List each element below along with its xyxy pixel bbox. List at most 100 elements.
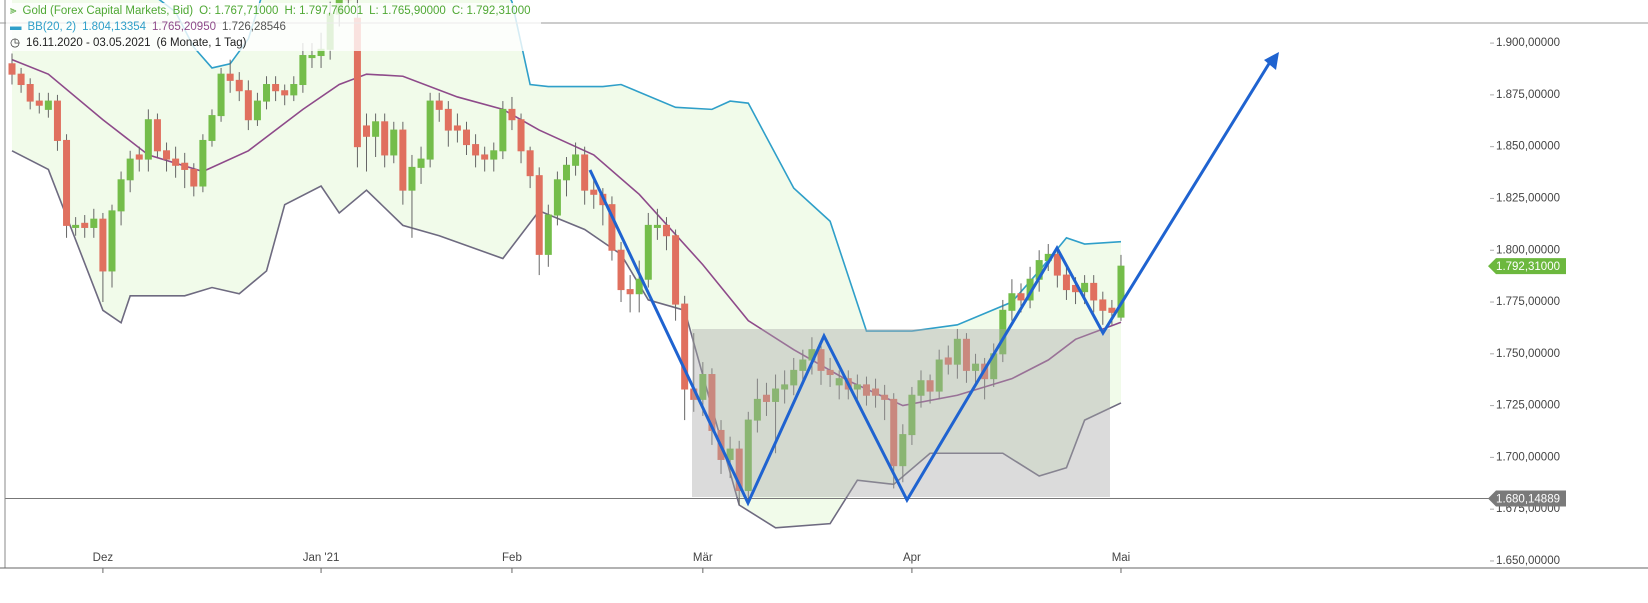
y-tick-label: 1.750,00000 <box>1496 348 1560 360</box>
x-tick-label: Dez <box>93 552 114 564</box>
upper-band: 1.804,13354 <box>82 21 147 33</box>
y-tick-label: 1.850,00000 <box>1496 141 1560 153</box>
candle-body <box>1008 293 1016 311</box>
candle-body <box>953 338 961 365</box>
candle-body <box>444 108 452 131</box>
candle-body <box>744 419 752 492</box>
pattern-line <box>588 61 1272 507</box>
candle-body <box>799 359 807 371</box>
level-tag-label: 1.680,14889 <box>1496 494 1560 506</box>
candle-body <box>1081 282 1089 293</box>
candle-body <box>381 121 389 156</box>
candle-body <box>653 224 661 228</box>
candle-body <box>244 90 252 121</box>
candle-body <box>562 164 570 181</box>
candle-body <box>263 84 271 102</box>
drawings <box>588 52 1279 507</box>
last-price-tag <box>1488 258 1566 275</box>
candle-body <box>890 398 898 467</box>
candle-body <box>1108 307 1116 313</box>
candle-body <box>163 150 171 160</box>
band-fill <box>12 0 1121 528</box>
candle-body <box>544 214 552 255</box>
range-box <box>692 329 1110 497</box>
candle-body <box>190 168 198 187</box>
candle-body <box>944 357 952 365</box>
candle-body <box>1090 282 1098 301</box>
candle-body <box>308 55 316 59</box>
high: H: 1.797,76001 <box>284 5 364 17</box>
candle-body <box>17 73 25 86</box>
candle-body <box>826 369 834 376</box>
legend: ⫸ Gold (Forex Capital Markets, Bid) O: 1.7… <box>6 3 541 51</box>
candle-body <box>662 224 670 237</box>
candle-body <box>772 388 780 402</box>
legend-row: ⫸ Gold (Forex Capital Markets, Bid) O: 1.7… <box>10 5 531 17</box>
axes: 1.650,00000 1.675,00000 1.700,00000 1.725,0… <box>93 37 1566 573</box>
candle-body <box>208 115 216 141</box>
candle-body <box>872 388 880 396</box>
middle-band: 1.765,20950 <box>152 21 216 33</box>
candle-body <box>590 189 598 195</box>
candle-body <box>699 374 707 400</box>
candle-body <box>26 84 34 102</box>
y-tick-label: 1.675,00000 <box>1496 503 1560 515</box>
candle-body <box>172 158 180 166</box>
y-tick-label: 1.900,00000 <box>1496 37 1560 49</box>
candle-body <box>363 125 371 137</box>
candle-body <box>453 125 461 131</box>
candle-body <box>762 394 770 402</box>
candle-body <box>917 380 925 396</box>
close: C: 1.792,31000 <box>451 5 531 17</box>
candle-body <box>972 363 980 371</box>
x-tick-label: Jan '21 <box>303 552 340 564</box>
candle-body <box>53 100 61 141</box>
candle-body <box>44 100 52 110</box>
y-tick-label: 1.700,00000 <box>1496 451 1560 463</box>
candle-body <box>635 278 643 295</box>
candle-body <box>581 154 589 191</box>
candle-body <box>199 139 207 187</box>
y-tick-label: 1.825,00000 <box>1496 192 1560 204</box>
candle-body <box>153 119 161 152</box>
candle-body <box>926 380 934 392</box>
candle-body <box>508 108 516 121</box>
candle-body <box>1017 293 1025 301</box>
candle-body <box>1053 253 1061 276</box>
legend-row: ◷ 16.11.2020 - 03.05.2021 (6 Monate, 1 Tag… <box>10 37 247 49</box>
arrow-head <box>1264 52 1279 70</box>
candle-body <box>290 84 298 96</box>
open: O: 1.767,71000 <box>199 5 279 17</box>
candle-body <box>253 100 261 121</box>
lower-band: 1.726,28546 <box>221 21 286 33</box>
candle-body <box>35 100 43 106</box>
candle-body <box>281 90 289 96</box>
candle-body <box>472 144 480 156</box>
y-tick-label: 1.875,00000 <box>1496 89 1560 101</box>
candle-body <box>299 55 307 86</box>
candle-body <box>644 224 652 280</box>
candle-body <box>181 162 189 170</box>
candle-body <box>899 434 907 467</box>
candle-body <box>408 166 416 191</box>
candle-body <box>726 448 734 460</box>
y-tick-label: 1.725,00000 <box>1496 400 1560 412</box>
band-line <box>11 150 1122 529</box>
legend-row: ▬ BB(20, 2) 1.804,13354 1.765,20950 1.726,28… <box>10 21 286 33</box>
plot-area <box>5 0 1490 529</box>
last-price-tag-label: 1.792,31000 <box>1496 261 1560 273</box>
candle-body <box>553 179 561 216</box>
candle-body <box>72 224 80 228</box>
candle-body <box>1117 265 1125 318</box>
candle-body <box>608 204 616 251</box>
candle-body <box>226 73 234 81</box>
candle-body <box>63 139 71 226</box>
y-tick-label: 1.650,00000 <box>1496 555 1560 567</box>
candle-body <box>672 235 680 305</box>
candle-body <box>735 448 743 492</box>
candle-body <box>217 73 225 117</box>
candle-body <box>481 154 489 160</box>
candle-body <box>853 384 861 390</box>
candle-body <box>108 210 116 272</box>
candle-body <box>572 154 580 166</box>
